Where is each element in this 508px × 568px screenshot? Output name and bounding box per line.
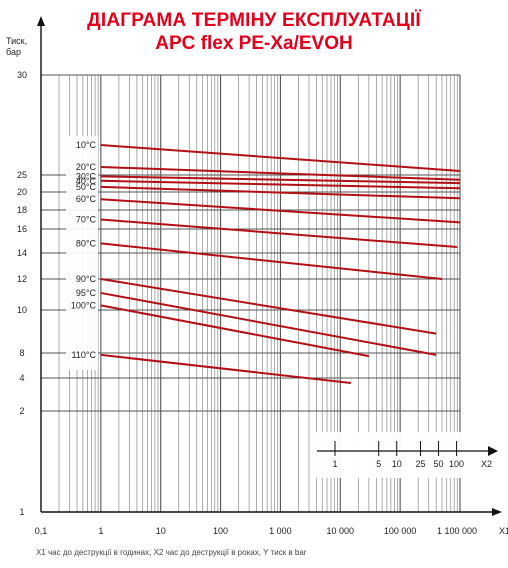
x-tick-label: 10 (156, 526, 166, 536)
series-line (100, 198, 461, 224)
y-tick-label: 16 (17, 224, 27, 234)
chart-title-line2: APC flex PE-Xa/EVOH (155, 33, 353, 54)
x-tick-label: 100 000 (384, 526, 417, 536)
x-tick-label: 1 000 (269, 526, 292, 536)
chart-title-line1: ДІАГРАМА ТЕРМІНУ ЕКСПЛУАТАЦІЇ (87, 10, 421, 31)
series-line (100, 291, 437, 356)
series-label: 40°C (76, 176, 97, 186)
y-tick-label: 25 (17, 170, 27, 180)
x2-axis-arrow (488, 446, 498, 456)
temperature-label-panel (66, 136, 98, 370)
series-line (100, 144, 461, 172)
series-line (100, 166, 461, 181)
series-line (100, 218, 458, 248)
x2-axis-label: X2 (481, 459, 492, 469)
x2-inset-panel (312, 432, 462, 478)
chart-caption: X1 час до деструкції в годинах, X2 час д… (36, 548, 307, 557)
x-tick-label: 100 (213, 526, 228, 536)
y-tick-label: 2 (19, 406, 24, 416)
series-label: 95°C (76, 288, 97, 298)
series-line (100, 175, 461, 185)
y-axis-label: Тиск, бар (6, 36, 28, 57)
y-tick-label: 1 (19, 507, 24, 517)
series-label: 60°C (76, 194, 97, 204)
series-line (100, 353, 351, 384)
series-line (100, 278, 437, 335)
x-tick-label: 0,1 (35, 526, 48, 536)
x-axis-arrow (492, 508, 502, 516)
series-line (100, 185, 461, 200)
series-label: 20°C (76, 162, 97, 172)
y-tick-label: 4 (19, 373, 24, 383)
series-label: 110°C (72, 350, 97, 360)
series-line (100, 179, 461, 190)
y-tick-label: 18 (17, 205, 27, 215)
x-tick-label: 1 100 000 (437, 526, 477, 536)
x2-tick-label: 1 (332, 459, 337, 469)
x1-axis-label: X1 (499, 526, 508, 536)
series-line (100, 304, 370, 358)
y-tick-label: 20 (17, 187, 27, 197)
series-label: 10°C (76, 140, 97, 150)
y-tick-label: 8 (19, 348, 24, 358)
y-tick-label: 30 (17, 70, 27, 80)
series-label: 70°C (76, 215, 97, 225)
series-label: 30°C (76, 171, 97, 181)
y-tick-label: 14 (17, 248, 27, 258)
series-label: 80°C (76, 238, 97, 248)
y-axis-arrow (37, 16, 45, 26)
x-tick-label: 1 (98, 526, 103, 536)
series-label: 50°C (76, 182, 97, 192)
x2-tick-label: 50 (434, 459, 444, 469)
y-tick-label: 12 (17, 274, 27, 284)
series-label: 100°C (71, 300, 97, 310)
y-tick-label: 10 (17, 305, 27, 315)
series-label: 90°C (76, 274, 97, 284)
x2-tick-label: 10 (392, 459, 402, 469)
x2-tick-label: 5 (376, 459, 381, 469)
x-tick-label: 10 000 (327, 526, 355, 536)
x2-tick-label: 100 (449, 459, 464, 469)
series-line (100, 242, 443, 280)
x2-tick-label: 25 (416, 459, 426, 469)
